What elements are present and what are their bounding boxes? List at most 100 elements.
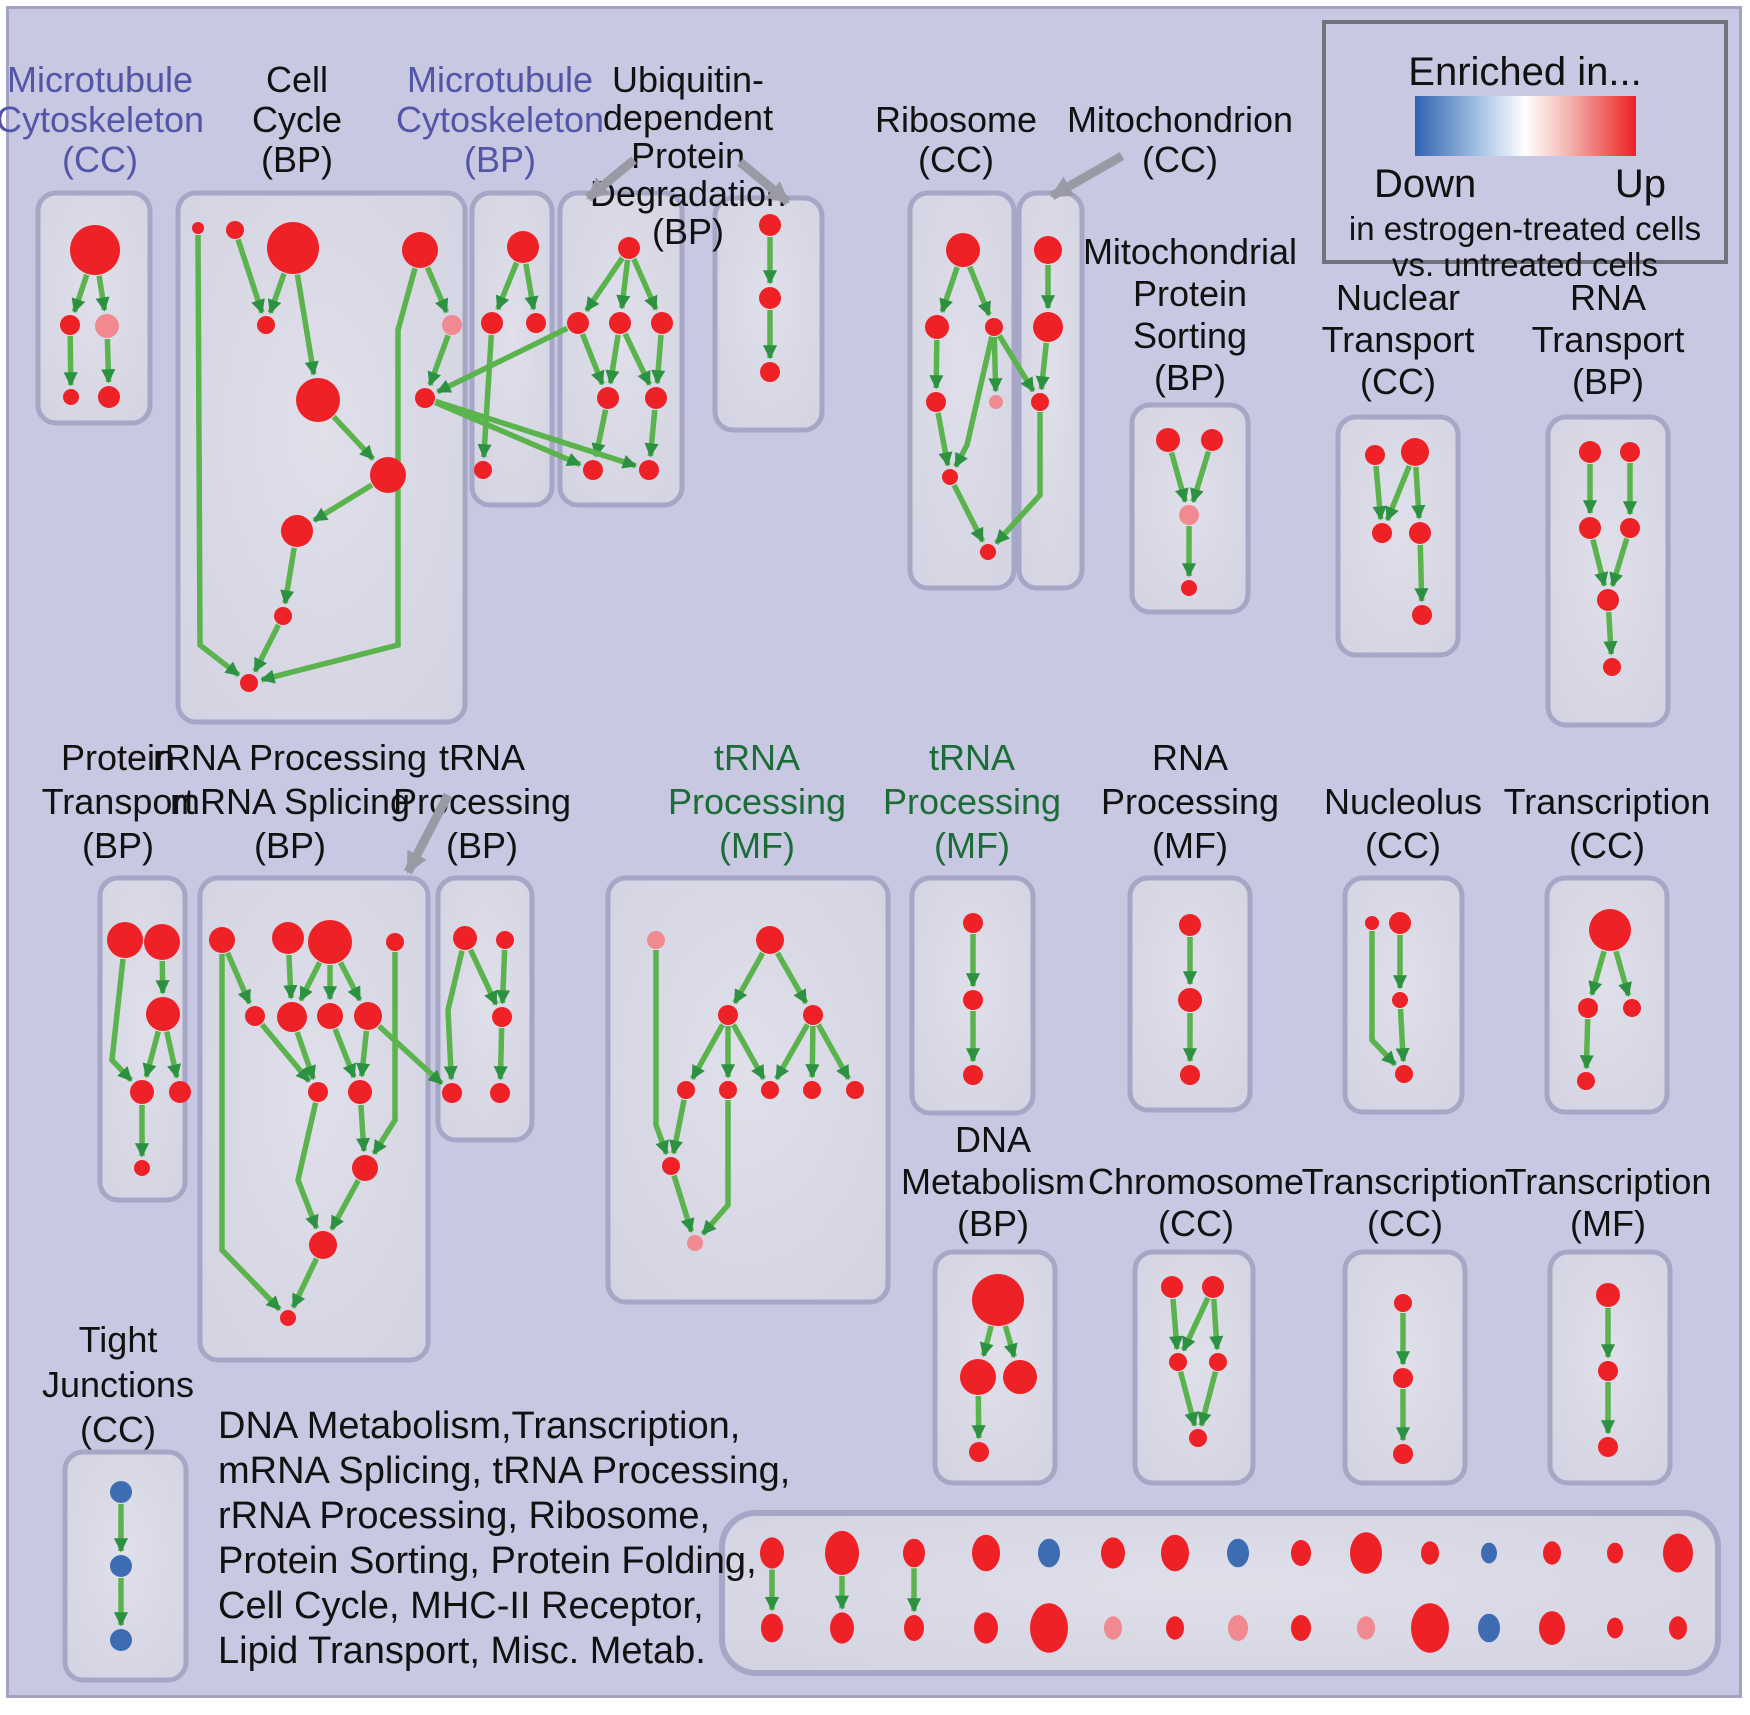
go-term-node bbox=[481, 312, 503, 334]
cluster-label-tight-junctions-cc: Tight bbox=[79, 1319, 158, 1360]
cluster-label-chromosome-cc: (CC) bbox=[1158, 1203, 1234, 1244]
edge-ribosome-cc bbox=[953, 336, 995, 468]
annotation-line: mRNA Splicing, tRNA Processing, bbox=[218, 1450, 791, 1492]
go-term-node bbox=[946, 233, 980, 267]
go-term-node bbox=[645, 387, 667, 409]
edge-ribosome-cc bbox=[967, 265, 992, 317]
cluster-label-rrna-processing-mrna-splicing-bp: mRNA Splicing bbox=[170, 781, 410, 822]
go-term-node bbox=[803, 1005, 823, 1025]
annotation-line: Lipid Transport, Misc. Metab. bbox=[218, 1630, 706, 1672]
go-term-node bbox=[1395, 1065, 1413, 1083]
go-term-node bbox=[240, 674, 258, 692]
go-term-node bbox=[352, 1155, 378, 1181]
go-term-node bbox=[60, 315, 80, 335]
go-term-node bbox=[1597, 589, 1619, 611]
cluster-label-protein-transport-bp: Protein bbox=[61, 737, 175, 778]
edge-trna-processing-mf-1 bbox=[774, 1023, 810, 1081]
go-term-node bbox=[1603, 658, 1621, 676]
go-term-node bbox=[370, 457, 406, 493]
edge-trna-processing-bp bbox=[443, 950, 465, 1081]
go-term-node bbox=[1401, 438, 1429, 466]
cross-edge bbox=[377, 1024, 444, 1086]
cross-edge bbox=[434, 399, 582, 468]
edge-rrna-processing-mrna-splicing-bp bbox=[283, 954, 298, 1000]
go-term-node bbox=[942, 469, 958, 485]
go-term-node bbox=[760, 362, 780, 382]
go-term-node bbox=[759, 287, 781, 309]
cluster-label-trna-processing-bp: (BP) bbox=[446, 825, 518, 866]
go-term-node bbox=[960, 1359, 996, 1395]
cluster-label-dna-metabolism-bp: DNA bbox=[955, 1119, 1031, 1160]
cluster-label-cell-cycle-bp: Cycle bbox=[252, 99, 342, 140]
cluster-label-transcription-mf: (MF) bbox=[1570, 1203, 1646, 1244]
cluster-box-ribosome-cc bbox=[907, 190, 1017, 591]
edge-rrna-processing-mrna-splicing-bp bbox=[295, 1102, 320, 1230]
go-term-node bbox=[969, 1442, 989, 1462]
cluster-label-dna-metabolism-bp: (BP) bbox=[957, 1203, 1029, 1244]
cluster-label-ubiquitin-degradation-label: dependent bbox=[603, 97, 773, 138]
strip-node bbox=[830, 1612, 854, 1644]
go-term-node bbox=[192, 222, 204, 234]
go-term-node bbox=[226, 221, 244, 239]
go-term-node bbox=[1577, 1072, 1595, 1090]
go-term-node bbox=[1623, 999, 1641, 1017]
strip-node bbox=[1101, 1537, 1125, 1569]
go-term-node bbox=[296, 378, 340, 422]
strip-node bbox=[1663, 1533, 1693, 1573]
cluster-label-nuclear-transport-cc: (CC) bbox=[1360, 361, 1436, 402]
edge-nuclear-transport-cc bbox=[1384, 464, 1412, 522]
edge-cell-cycle-bp bbox=[424, 266, 450, 314]
strip-node bbox=[1481, 1542, 1497, 1564]
go-term-node bbox=[1034, 236, 1062, 264]
go-term-node bbox=[267, 222, 319, 274]
go-term-node bbox=[1179, 505, 1199, 525]
legend-title: Enriched in... bbox=[1408, 50, 1642, 94]
go-term-node bbox=[1179, 914, 1201, 936]
go-term-node bbox=[756, 926, 784, 954]
strip-node bbox=[1228, 1615, 1248, 1641]
edge-cell-cycle-bp bbox=[195, 234, 241, 678]
strip-node bbox=[1166, 1616, 1184, 1640]
go-term-node bbox=[490, 1083, 510, 1103]
edge-cell-cycle-bp bbox=[294, 274, 319, 376]
edge-trna-processing-mf-1 bbox=[775, 951, 809, 1005]
go-term-node bbox=[1202, 1276, 1224, 1298]
cross-edge bbox=[996, 334, 1036, 393]
edge-trna-processing-mf-1 bbox=[815, 1023, 852, 1081]
legend-box: Enriched in... Down Up in estrogen-treat… bbox=[1322, 20, 1728, 283]
annotation-line: Cell Cycle, MHC-II Receptor, bbox=[218, 1585, 704, 1627]
cluster-label-mitochondrial-protein-sorting-bp: (BP) bbox=[1154, 357, 1226, 398]
cluster-label-mitochondrial-protein-sorting-bp: Sorting bbox=[1133, 315, 1247, 356]
edge-rna-transport-bp bbox=[1590, 538, 1609, 587]
cluster-label-trna-processing-mf-2: Processing bbox=[883, 781, 1061, 822]
go-term-node bbox=[647, 931, 665, 949]
go-term-node bbox=[95, 314, 119, 338]
strip-node bbox=[1543, 1541, 1561, 1565]
go-term-node bbox=[1031, 393, 1049, 411]
go-term-node bbox=[257, 316, 275, 334]
edge-chromosome-cc bbox=[1209, 1298, 1224, 1351]
strip-node bbox=[1291, 1615, 1311, 1641]
strip-node bbox=[1421, 1541, 1439, 1565]
go-term-node bbox=[609, 312, 631, 334]
edge-rrna-processing-mrna-splicing-bp bbox=[356, 1104, 371, 1153]
cluster-label-ubiquitin-degradation-label: Ubiquitin- bbox=[612, 59, 764, 100]
cluster-label-dna-metabolism-bp: Metabolism bbox=[901, 1161, 1085, 1202]
cluster-label-transcription-cc-row3: (CC) bbox=[1367, 1203, 1443, 1244]
strip-node bbox=[1607, 1617, 1623, 1639]
edge-ubiquitin-degradation-1 bbox=[651, 334, 666, 385]
cluster-label-nuclear-transport-cc: Transport bbox=[1322, 319, 1475, 360]
cluster-label-nucleolus-cc: (CC) bbox=[1365, 825, 1441, 866]
go-term-node bbox=[1394, 1294, 1412, 1312]
edge-mitochondrion-cc bbox=[1035, 342, 1050, 391]
strip-node bbox=[1161, 1534, 1189, 1572]
go-term-node bbox=[110, 1481, 132, 1503]
legend-down-label: Down bbox=[1374, 162, 1477, 206]
cluster-box-mt-cytoskeleton-cc bbox=[35, 190, 153, 426]
edge-trna-processing-bp bbox=[495, 949, 511, 1005]
edge-ribosome-cc bbox=[939, 266, 960, 314]
cluster-box-dna-metabolism-bp bbox=[932, 1249, 1058, 1486]
cluster-label-trna-processing-mf-2: (MF) bbox=[934, 825, 1010, 866]
go-term-node bbox=[567, 312, 589, 334]
go-term-node bbox=[1620, 518, 1640, 538]
